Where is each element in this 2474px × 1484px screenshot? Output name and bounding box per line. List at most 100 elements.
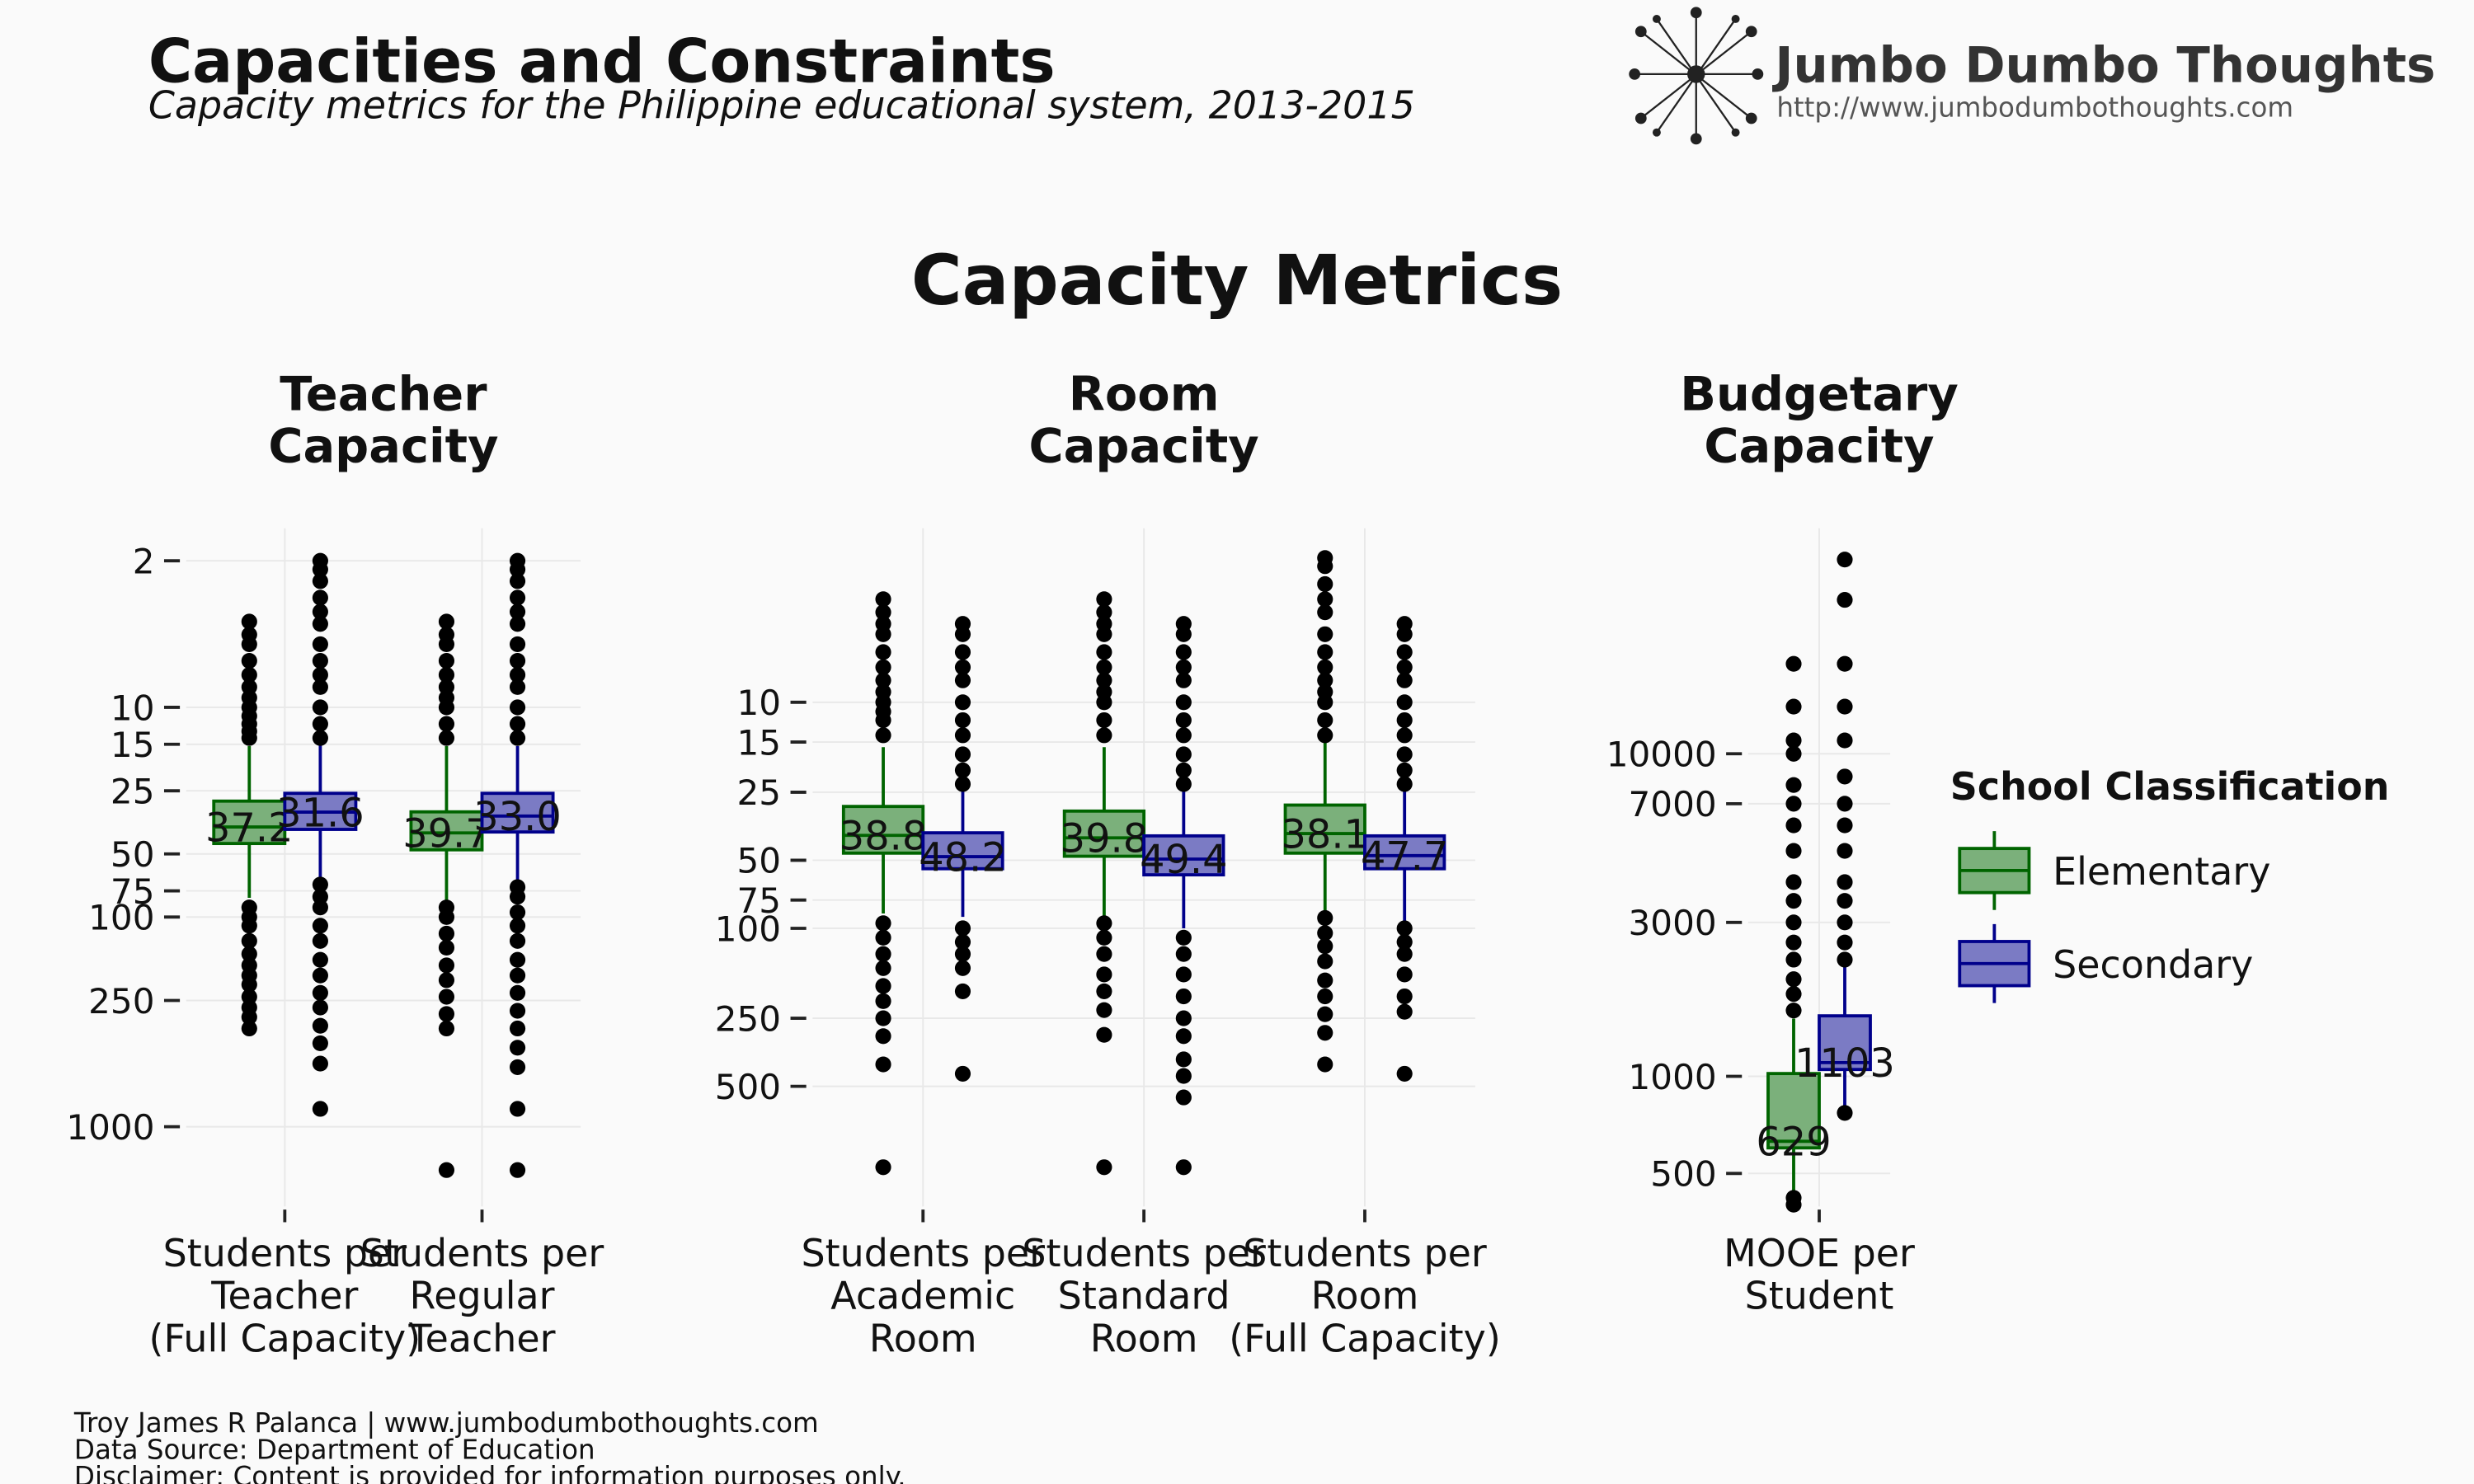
- outlier: [1837, 817, 1853, 834]
- outlier: [1317, 672, 1333, 688]
- value-label: 38.1: [1282, 812, 1369, 857]
- outlier: [1175, 1159, 1192, 1176]
- value-label: 38.8: [840, 814, 927, 859]
- outlier: [438, 716, 455, 732]
- footer-line: Data Source: Department of Education: [74, 1434, 595, 1465]
- outlier: [1785, 745, 1802, 762]
- outlier: [1785, 914, 1802, 931]
- outlier: [1785, 893, 1802, 909]
- outlier: [509, 730, 526, 746]
- outlier: [1396, 727, 1413, 744]
- outlier: [1785, 1003, 1802, 1019]
- outlier: [954, 644, 971, 660]
- outlier: [875, 727, 891, 744]
- outlier: [241, 932, 257, 949]
- outlier: [438, 667, 455, 683]
- outlier: [438, 1020, 455, 1037]
- outlier: [1396, 762, 1413, 778]
- outlier: [1317, 1006, 1333, 1022]
- outlier: [438, 1006, 455, 1022]
- outlier: [509, 1003, 526, 1019]
- outlier: [241, 1009, 257, 1026]
- x-tick-label: Students per Regular Teacher: [360, 1231, 604, 1360]
- outlier: [1175, 694, 1192, 711]
- outlier: [1785, 986, 1802, 1003]
- outlier: [1317, 727, 1333, 744]
- outlier: [312, 589, 328, 606]
- box: [841, 805, 925, 855]
- outlier: [1837, 874, 1853, 890]
- outlier: [1396, 711, 1413, 729]
- outlier: [875, 915, 891, 932]
- outlier: [509, 932, 526, 949]
- outlier: [1096, 644, 1112, 660]
- box: [1142, 834, 1225, 877]
- outlier: [1096, 915, 1112, 932]
- outlier: [509, 603, 526, 620]
- outlier: [954, 934, 971, 951]
- outlier: [312, 636, 328, 652]
- outlier: [1837, 796, 1853, 812]
- outlier: [1175, 659, 1192, 675]
- page-title: Capacities and Constraints: [148, 27, 1056, 96]
- y-tick-label: 50: [111, 834, 155, 875]
- y-tick-label: 250: [715, 998, 781, 1039]
- y-tick-label: 1000: [1629, 1057, 1717, 1097]
- outlier: [438, 636, 455, 652]
- outlier: [1396, 776, 1413, 792]
- outlier: [438, 925, 455, 942]
- outlier: [954, 727, 971, 744]
- value-label: 47.7: [1361, 834, 1448, 880]
- outlier: [438, 939, 455, 956]
- outlier: [1837, 951, 1853, 968]
- y-tick-label: 2: [133, 542, 155, 582]
- outlier: [1096, 966, 1112, 983]
- outlier: [1175, 946, 1192, 962]
- outlier: [954, 946, 971, 962]
- outlier: [1175, 727, 1192, 744]
- outlier: [1837, 592, 1853, 608]
- outlier: [438, 613, 455, 630]
- y-tick-label: 10: [111, 688, 155, 728]
- outlier: [1837, 893, 1853, 909]
- outlier: [1317, 694, 1333, 711]
- outlier: [1396, 988, 1413, 1005]
- outlier: [1096, 659, 1112, 675]
- outlier: [312, 1101, 328, 1117]
- outlier: [1175, 929, 1192, 946]
- outlier: [438, 909, 455, 925]
- outlier: [438, 652, 455, 669]
- outlier: [1785, 843, 1802, 859]
- outlier: [1396, 946, 1413, 962]
- box: [1818, 1014, 1872, 1072]
- outlier: [509, 616, 526, 632]
- outlier: [509, 1059, 526, 1075]
- outlier: [1317, 988, 1333, 1005]
- outlier: [1096, 946, 1112, 962]
- outlier: [1096, 929, 1112, 946]
- outlier: [1837, 843, 1853, 859]
- box: [1283, 803, 1366, 855]
- outlier: [1837, 698, 1853, 715]
- outlier: [1785, 1190, 1802, 1206]
- y-tick-label: 500: [715, 1067, 781, 1107]
- outlier: [241, 976, 257, 993]
- outlier: [1785, 951, 1802, 968]
- outlier: [509, 561, 526, 578]
- outlier: [1317, 575, 1333, 593]
- outlier: [312, 999, 328, 1016]
- outlier: [241, 730, 257, 746]
- outlier: [1096, 591, 1112, 608]
- outlier: [875, 626, 891, 642]
- outlier: [1317, 711, 1333, 729]
- y-tick-label: 15: [111, 725, 155, 765]
- value-label: 33.0: [473, 795, 561, 840]
- outlier: [241, 613, 257, 630]
- outlier: [1317, 558, 1333, 575]
- outlier: [509, 636, 526, 652]
- outlier: [509, 951, 526, 968]
- outlier: [1175, 626, 1192, 642]
- outlier: [875, 1056, 891, 1073]
- outlier: [312, 951, 328, 968]
